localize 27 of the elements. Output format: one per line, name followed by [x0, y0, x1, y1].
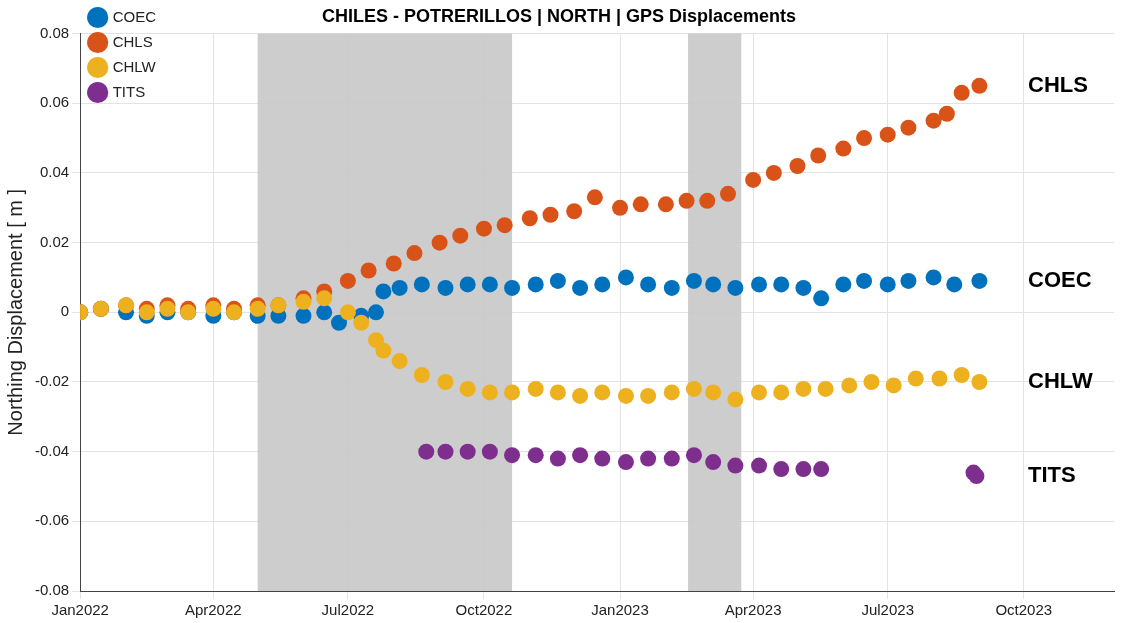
- y-tick-label: 0.06: [39, 93, 70, 111]
- x-tick-label: Jul2022: [321, 601, 375, 619]
- y-tick-label: 0.08: [39, 23, 70, 41]
- x-tick-label: Jul2023: [861, 601, 914, 619]
- x-tick-label: Jan2022: [51, 601, 109, 619]
- x-tick-label: Apr2022: [184, 601, 242, 619]
- text: COEC: [1028, 267, 1092, 293]
- y-tick-label: -0.08: [34, 581, 70, 599]
- y-tick-label: -0.06: [34, 511, 70, 529]
- y-tick-label: -0.02: [34, 372, 70, 390]
- x-tick-label: Jan2023: [591, 601, 649, 619]
- legend-label: COEC: [112, 7, 157, 25]
- x-tick-label: Apr2023: [724, 601, 782, 619]
- y-tick-label: 0: [60, 302, 70, 320]
- y-tick-label: -0.04: [34, 441, 70, 459]
- x-tick-label: Oct2022: [455, 601, 513, 619]
- x-tick-label: Oct2023: [995, 601, 1053, 619]
- text: CHLW: [1028, 368, 1093, 394]
- text: TITS: [1028, 462, 1076, 488]
- y-axis-title: Northing Displacement [ m ]: [3, 188, 26, 436]
- legend-label: TITS: [112, 82, 146, 100]
- chart-title: CHILES - POTRERILLOS | NORTH | GPS Displacements: [321, 5, 797, 26]
- y-tick-label: 0.02: [39, 232, 70, 250]
- y-tick-label: 0.04: [39, 163, 70, 181]
- text: CHLS: [1028, 71, 1088, 97]
- legend-label: CHLS: [112, 32, 153, 50]
- legend-label: CHLW: [112, 57, 157, 75]
